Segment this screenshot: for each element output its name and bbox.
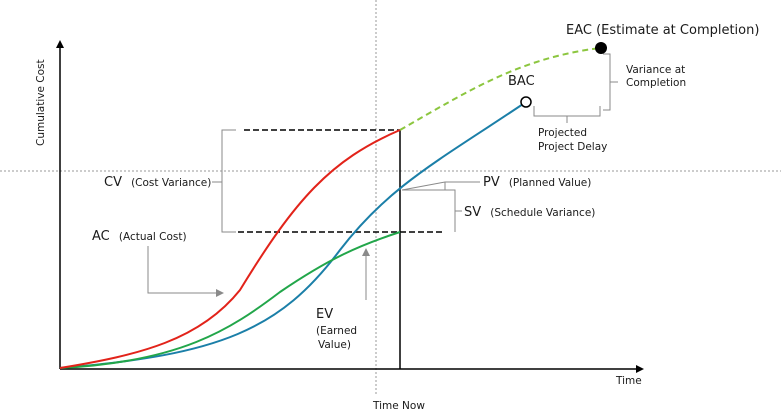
eac-projection-curve: [399, 47, 601, 131]
variance-at-completion-bracket: [603, 53, 618, 111]
bac-point: [520, 96, 532, 108]
planned-value-curve: [59, 101, 527, 369]
eac-label: EAC (Estimate at Completion): [566, 23, 759, 38]
variance-at-completion-label-2: Completion: [626, 77, 686, 89]
cv-abbr: CV: [104, 175, 122, 190]
projected-delay-bracket: [533, 106, 601, 123]
earned-value-curve: [59, 231, 401, 369]
pv-full: (Planned Value): [509, 177, 591, 189]
pv-label: PV (Planned Value): [483, 171, 591, 190]
ac-full: (Actual Cost): [119, 231, 187, 243]
cv-bracket: [212, 129, 236, 233]
pv-pointer-line: [401, 181, 480, 191]
sv-full: (Schedule Variance): [490, 207, 595, 219]
sv-abbr: SV: [464, 205, 481, 220]
pv-abbr: PV: [483, 175, 500, 190]
eac-point: [595, 42, 607, 54]
sv-bracket: [402, 182, 462, 232]
projected-delay-label-1: Projected: [538, 127, 587, 139]
actual-cost-curve: [59, 129, 401, 369]
bac-label: BAC: [508, 74, 535, 89]
ev-full-label-2: Value): [318, 339, 351, 351]
time-now-label: Time Now: [372, 400, 425, 412]
y-axis-label: Cumulative Cost: [35, 59, 47, 146]
ac-label: AC (Actual Cost): [92, 225, 187, 244]
cv-full: (Cost Variance): [131, 177, 211, 189]
ev-full-label-1: (Earned: [316, 325, 357, 337]
sv-label: SV (Schedule Variance): [464, 201, 595, 220]
ac-pointer-arrow: [147, 246, 224, 297]
cv-label: CV (Cost Variance): [104, 171, 211, 190]
ac-abbr: AC: [92, 229, 110, 244]
projected-delay-label-2: Project Delay: [538, 141, 607, 153]
ev-abbr-label: EV: [316, 307, 333, 322]
variance-at-completion-label-1: Variance at: [626, 64, 685, 76]
x-axis-label: Time: [615, 375, 642, 387]
